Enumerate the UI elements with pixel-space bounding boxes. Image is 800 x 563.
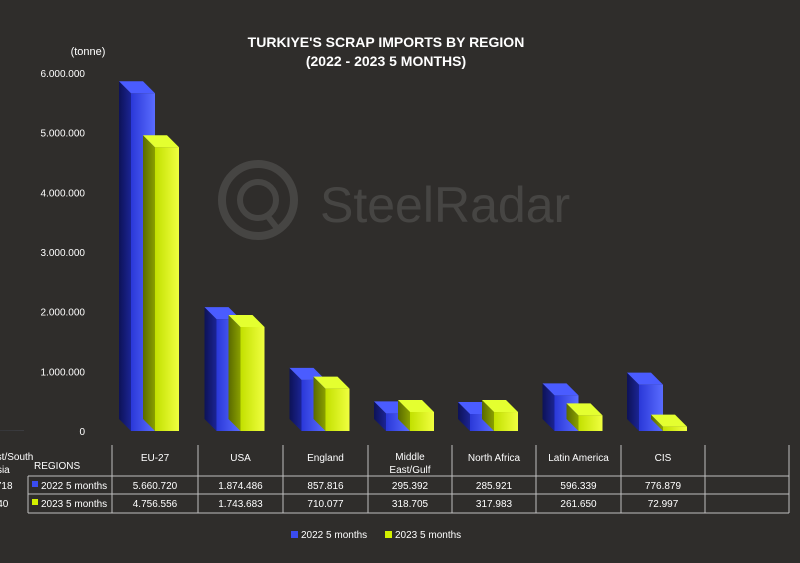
y-tick-label: 0 [79, 427, 85, 438]
chart-title: TURKIYE'S SCRAP IMPORTS BY REGION [248, 34, 525, 50]
table-header-regions: REGIONS [34, 461, 80, 472]
legend-label: 2023 5 months [395, 530, 461, 541]
y-tick-label: 4.000.000 [41, 188, 86, 199]
watermark-text: SteelRadar [320, 177, 570, 233]
y-tick-label: 3.000.000 [41, 248, 86, 259]
legend-key [385, 531, 392, 538]
chart-subtitle: (2022 - 2023 5 MONTHS) [306, 53, 466, 69]
bar-2022 [627, 372, 663, 431]
row-legend-key [32, 481, 38, 487]
data-label: 318.705 [392, 499, 429, 510]
data-label: 261.650 [560, 499, 597, 510]
bar-2023 [313, 376, 350, 431]
watermark: SteelRadar [218, 160, 570, 240]
bar-2023 [398, 399, 434, 431]
data-label: 5.660.720 [133, 481, 178, 492]
y-axis: 0 1.000.000 2.000.000 3.000.000 4.000.000 5.0… [41, 69, 86, 438]
bar-2022 [542, 383, 579, 431]
legend-label: 2022 5 months [301, 530, 367, 541]
data-label: 740 [0, 499, 9, 510]
bar-2023 [566, 403, 603, 431]
bar-2023 [651, 414, 687, 431]
bar-2023 [228, 314, 265, 431]
row-series-name: 2022 5 months [41, 481, 107, 492]
data-label: 776.879 [645, 481, 682, 492]
category-label: EU-27 [141, 453, 170, 464]
unit-label: (tonne) [71, 46, 106, 58]
data-label: 710.077 [307, 499, 344, 510]
bar-2023 [143, 135, 179, 432]
data-table: REGIONS EU-27 USA England Middle East/Gulf Nor… [0, 445, 790, 514]
bars [0, 81, 687, 432]
y-tick-label: 6.000.000 [41, 69, 86, 80]
row-legend-key [32, 499, 38, 505]
category-label: Latin America [548, 453, 609, 464]
data-label: 72.997 [648, 499, 679, 510]
legend-key [291, 531, 298, 538]
category-label: North Africa [468, 453, 521, 464]
category-label: East/Gulf [389, 465, 430, 476]
data-label: 596.339 [560, 481, 597, 492]
data-label: 1.874.486 [218, 481, 263, 492]
data-label: 285.921 [476, 481, 513, 492]
data-label: 4.756.556 [133, 499, 178, 510]
category-label: Middle [395, 452, 425, 463]
bar-2023 [482, 400, 518, 431]
category-label: England [307, 453, 344, 464]
row-series-name: 2023 5 months [41, 499, 107, 510]
data-label: 295.392 [392, 481, 429, 492]
y-tick-label: 1.000.000 [41, 367, 86, 378]
category-label: USA [230, 453, 251, 464]
watermark-logo-icon [218, 160, 298, 240]
legend: 2022 5 months 2023 5 months [291, 530, 461, 541]
data-label: 1.743.683 [218, 499, 263, 510]
category-label: CIS [655, 453, 672, 464]
y-tick-label: 5.000.000 [41, 129, 86, 140]
data-label: 317.983 [476, 499, 513, 510]
category-label: Far East/South [0, 452, 33, 463]
category-label: Asia [0, 465, 10, 476]
y-tick-label: 2.000.000 [41, 308, 86, 319]
data-label: 857.816 [307, 481, 344, 492]
data-label: 1.718 [0, 481, 13, 492]
